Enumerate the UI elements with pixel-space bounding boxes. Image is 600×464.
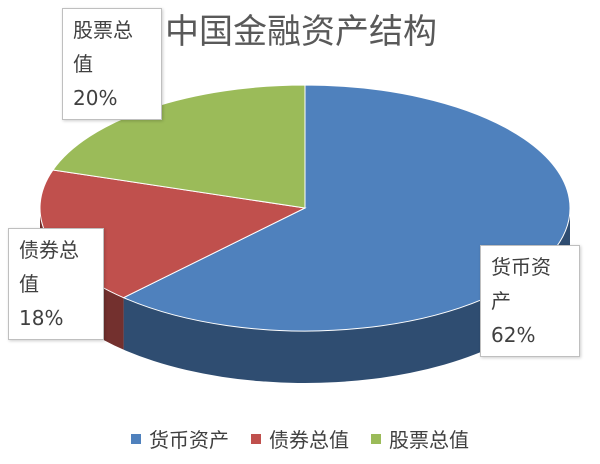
slice-side <box>123 208 570 383</box>
legend-swatch <box>131 433 141 444</box>
label-category: 股票总值 <box>73 18 133 76</box>
legend-label: 债券总值 <box>269 428 349 452</box>
chart-title: 中国金融资产结构 <box>165 12 437 52</box>
legend-label: 货币资产 <box>149 428 229 452</box>
data-label: 股票总值 20% <box>62 8 162 120</box>
legend-item: 股票总值 <box>371 424 469 453</box>
label-category: 债券总值 <box>19 238 79 296</box>
label-value: 20% <box>73 86 118 110</box>
legend: 货币资产 债券总值 股票总值 <box>0 424 600 453</box>
legend-swatch <box>371 433 381 444</box>
label-value: 62% <box>491 323 536 347</box>
data-label: 货币资产 62% <box>480 245 580 357</box>
label-value: 18% <box>19 306 64 330</box>
legend-label: 股票总值 <box>389 428 469 452</box>
legend-swatch <box>251 433 261 444</box>
legend-item: 货币资产 <box>131 424 229 453</box>
legend-item: 债券总值 <box>251 424 349 453</box>
label-category: 货币资产 <box>491 255 551 313</box>
data-label: 债券总值 18% <box>8 228 104 340</box>
